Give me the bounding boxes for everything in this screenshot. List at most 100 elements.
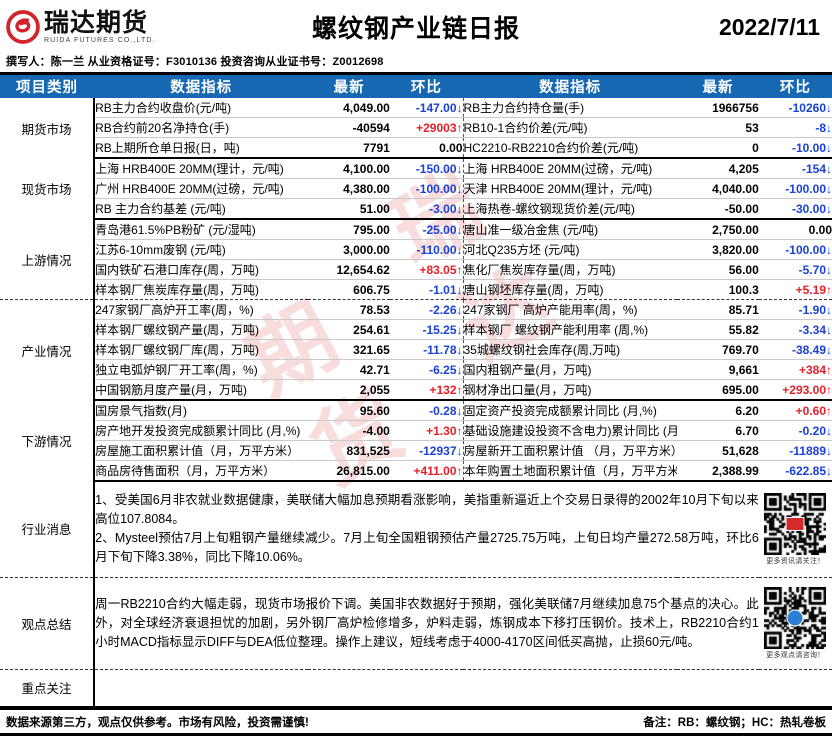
indicator-name-left: RB合约前20名净持仓(手) bbox=[94, 117, 309, 138]
indicator-name-left: 样本钢厂螺纹钢产量(周，万吨) bbox=[94, 319, 309, 340]
indicator-value-right: 769.70 bbox=[677, 339, 759, 360]
indicator-value-right: 53 bbox=[677, 117, 759, 138]
indicator-name-left: 房产地开发投资完成额累计同比 (月,%) bbox=[94, 420, 309, 441]
indicator-change-left: -6.25↓ bbox=[389, 359, 464, 380]
indicator-name-right: 本年购置土地面积累计值（月，万平方米） bbox=[463, 460, 678, 482]
table-row: 中国钢筋月度产量(月，万吨) 2,055 +132↑ 钢材净出口量(月，万吨) 695.… bbox=[0, 379, 832, 401]
col-latest-right: 最新 bbox=[677, 75, 759, 98]
indicator-change-left: +1.30↑ bbox=[389, 420, 464, 441]
block-text: 1、受美国6月非农就业数据健康，美联储大幅加息预期看涨影响，美指重新逼近上个交易… bbox=[94, 481, 759, 578]
indicator-change-left: -25.00↓ bbox=[389, 219, 464, 240]
indicator-value-left: 2,055 bbox=[308, 379, 390, 401]
table-row: 房产地开发投资完成额累计同比 (月,%) -4.00 +1.30↑ 基础设施建设投资不… bbox=[0, 420, 832, 441]
brand-logo: 瑞达期货 RUIDA FUTURES CO.,LTD. bbox=[6, 10, 156, 44]
indicator-change-left: -100.00↓ bbox=[389, 178, 464, 199]
indicator-change-left: -0.28↓ bbox=[389, 400, 464, 421]
indicator-name-right: 河北Q235方坯 (元/吨) bbox=[463, 239, 678, 260]
indicator-value-right: 1966756 bbox=[677, 98, 759, 118]
row-category: 下游情况 bbox=[0, 400, 96, 481]
footer-note: 备注：RB：螺纹钢；HC：热轧卷板 bbox=[643, 717, 826, 729]
indicator-value-left: 254.61 bbox=[308, 319, 390, 340]
indicator-change-left: -110.00↓ bbox=[389, 239, 464, 260]
table-row: 商品房待售面积（月，万平方米） 26,815.00 +411.00↑ 本年购置土地面积… bbox=[0, 460, 832, 482]
indicator-change-right: +384↑ bbox=[758, 359, 832, 380]
logo-chinese-name: 瑞达期货 bbox=[44, 8, 149, 37]
table-header: 项目类别 数据指标 最新 环比 数据指标 最新 环比 bbox=[0, 75, 832, 98]
col-change-left: 环比 bbox=[389, 75, 463, 98]
table-row: 独立电弧炉钢厂开工率(周，%) 42.71 -6.25↓ 国内粗钢产量(月，万吨) 9,… bbox=[0, 359, 832, 380]
col-change-right: 环比 bbox=[758, 75, 832, 98]
indicator-name-right: RB10-1合约价差(元/吨) bbox=[463, 117, 678, 138]
indicator-value-right: 56.00 bbox=[677, 259, 759, 280]
indicator-value-left: 4,380.00 bbox=[308, 178, 390, 199]
ruida-logo-icon bbox=[6, 10, 40, 44]
table-row: RB上期所仓单日报(日，吨) 7791 0.00 HC2210-RB2210合约价差(… bbox=[0, 137, 832, 159]
indicator-change-right: -3.34↓ bbox=[758, 319, 832, 340]
header-divider bbox=[0, 72, 832, 75]
table-row: 样本钢厂螺纹钢产量(周，万吨) 254.61 -15.25↓ 样本钢厂 螺纹钢产能利用… bbox=[0, 319, 832, 340]
indicator-value-right: 6.20 bbox=[677, 400, 759, 421]
indicator-name-right: 基础设施建设投资不含电力)累计同比 (月,% bbox=[463, 420, 678, 441]
block-category: 行业消息 bbox=[0, 481, 96, 578]
indicator-value-right: 85.71 bbox=[677, 299, 759, 320]
indicator-value-right: 9,661 bbox=[677, 359, 759, 380]
indicator-name-right: 天津 HRB400E 20MM(理计，元/吨) bbox=[463, 178, 678, 199]
logo-english-name: RUIDA FUTURES CO.,LTD. bbox=[44, 37, 156, 44]
text-block-row: 重点关注 bbox=[0, 669, 832, 708]
indicator-value-right: 0 bbox=[677, 137, 759, 159]
indicator-change-right: -100.00↓ bbox=[758, 178, 832, 199]
indicator-name-left: 247家钢厂高炉开工率(周，%) bbox=[94, 299, 309, 320]
indicator-change-left: -12937↓ bbox=[389, 440, 464, 461]
qr-code-image[interactable] bbox=[764, 492, 827, 555]
qr-code-caption: 更多资讯请关注！ bbox=[766, 557, 825, 565]
indicator-value-left: 321.65 bbox=[308, 339, 390, 360]
indicator-change-right: -10.00↓ bbox=[758, 137, 832, 159]
indicator-name-left: 样本钢厂焦炭库存量(周，万吨) bbox=[94, 279, 309, 300]
table-row: 国内铁矿石港口库存(周，万吨) 12,654.62 +83.05↑ 焦化厂焦炭库存量(… bbox=[0, 259, 832, 280]
indicator-name-right: 247家钢厂 高炉产能用率(周，%) bbox=[463, 299, 678, 320]
indicator-name-right: 上海热卷-螺纹钢现货价差(元/吨) bbox=[463, 198, 678, 220]
indicator-change-right: -1.90↓ bbox=[758, 299, 832, 320]
indicator-change-right: -622.85↓ bbox=[758, 460, 832, 482]
block-text bbox=[94, 669, 759, 708]
indicator-name-right: 唐山钢坯库存量(周，万吨) bbox=[463, 279, 678, 300]
indicator-change-left: 0.00 bbox=[389, 137, 464, 159]
indicator-value-right: -50.00 bbox=[677, 198, 759, 220]
byline: 撰写人：陈一兰 从业资格证号：F3010136 投资咨询从业证书号：Z00126… bbox=[6, 56, 384, 68]
indicator-change-left: -11.78↓ bbox=[389, 339, 464, 360]
indicator-value-left: -4.00 bbox=[308, 420, 390, 441]
indicator-name-left: 独立电弧炉钢厂开工率(周，%) bbox=[94, 359, 309, 380]
indicator-name-left: 中国钢筋月度产量(月，万吨) bbox=[94, 379, 309, 401]
indicator-value-right: 2,388.99 bbox=[677, 460, 759, 482]
indicator-name-left: 江苏6-10mm废钢 (元/吨) bbox=[94, 239, 309, 260]
report-date: 2022/7/11 bbox=[718, 13, 820, 40]
page-footer: 数据来源第三方，观点仅供参考。市场有风险，投资需谨慎! 备注：RB：螺纹钢；HC… bbox=[0, 710, 832, 733]
indicator-name-left: 青岛港61.5%PB粉矿 (元/湿吨) bbox=[94, 219, 309, 240]
indicator-name-right: 唐山准一级冶金焦 (元/吨) bbox=[463, 219, 678, 240]
indicator-change-left: -15.25↓ bbox=[389, 319, 464, 340]
col-category: 项目类别 bbox=[0, 75, 95, 98]
indicator-change-right: +5.19↑ bbox=[758, 279, 832, 300]
indicator-name-right: 上海 HRB400E 20MM(过磅，元/吨) bbox=[463, 158, 678, 179]
indicator-change-left: +29003↑ bbox=[389, 117, 464, 138]
indicator-change-right: -100.00↓ bbox=[758, 239, 832, 260]
indicator-change-right: -154↓ bbox=[758, 158, 832, 179]
indicator-name-right: 固定资产投资完成额累计同比 (月,%) bbox=[463, 400, 678, 421]
row-category: 产业情况 bbox=[0, 299, 96, 400]
indicator-value-right: 695.00 bbox=[677, 379, 759, 401]
indicator-value-left: 51.00 bbox=[308, 198, 390, 220]
indicator-value-right: 4,205 bbox=[677, 158, 759, 179]
qr-code-image[interactable] bbox=[764, 586, 827, 649]
qr-code-cell bbox=[758, 669, 832, 708]
indicator-change-right: +293.00↑ bbox=[758, 379, 832, 401]
table-row: 期货市场 RB主力合约收盘价(元/吨) 4,049.00 -147.00↓ RB主力合约… bbox=[0, 98, 832, 158]
indicator-name-right: 样本钢厂 螺纹钢产能利用率 (周,%) bbox=[463, 319, 678, 340]
indicator-name-right: 钢材净出口量(月，万吨) bbox=[463, 379, 678, 401]
indicator-change-right: +0.60↑ bbox=[758, 400, 832, 421]
indicator-name-right: 房屋新开工面积累计值 （月，万平方米） bbox=[463, 440, 678, 461]
indicator-change-right: -10260↓ bbox=[758, 98, 832, 118]
indicator-value-right: 4,040.00 bbox=[677, 178, 759, 199]
indicator-change-right: 0.00 bbox=[758, 219, 832, 240]
indicator-value-left: 12,654.62 bbox=[308, 259, 390, 280]
table-row: 样本钢厂螺纹钢厂库(周，万吨) 321.65 -11.78↓ 35城螺纹钢社会库存(周… bbox=[0, 339, 832, 360]
